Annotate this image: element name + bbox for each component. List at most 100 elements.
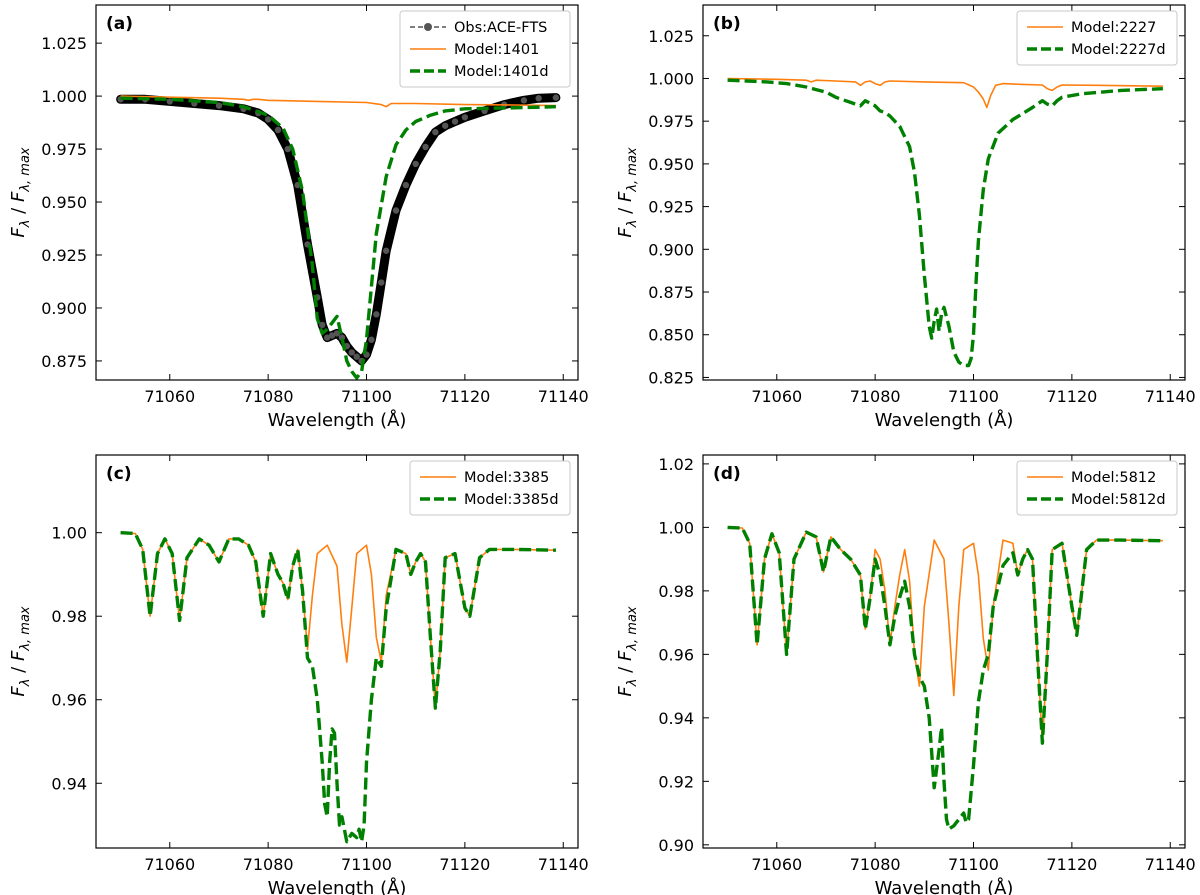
chart-panel-1: 71060 71080 71100 71120 71140 0.825 0.850 0.875… <box>615 4 1196 431</box>
y-tick-label: 1.025 <box>41 34 87 53</box>
obs-data-point <box>274 126 282 134</box>
obs-series-band <box>116 93 561 366</box>
x-tick-label: 71060 <box>751 855 802 874</box>
x-axis-label: Wavelength (Å) <box>268 877 407 895</box>
obs-data-point <box>348 349 355 356</box>
x-tick-label: 71120 <box>439 387 490 406</box>
series-line-1 <box>120 531 556 844</box>
obs-data-point <box>520 97 528 104</box>
y-tick-label: 1.000 <box>648 69 694 88</box>
y-tick-label: 0.825 <box>648 368 694 387</box>
plot-area <box>727 77 1163 368</box>
legend-entry-label: Model:2227 <box>1071 20 1156 36</box>
y-tick-label: 0.900 <box>648 240 694 259</box>
x-tick-label: 71100 <box>341 855 392 874</box>
legend-entry-label: Model:1401d <box>454 64 549 80</box>
x-axis-label: Wavelength (Å) <box>268 409 407 431</box>
obs-data-point <box>264 116 272 123</box>
obs-data-point <box>552 94 560 101</box>
legend-box <box>1016 10 1178 66</box>
series-line-0 <box>727 77 1163 109</box>
y-tick-label: 0.875 <box>41 352 87 371</box>
plot-frame <box>95 4 579 381</box>
x-tick-label: 71120 <box>439 855 490 874</box>
obs-data-point <box>319 321 326 329</box>
y-tick-label: 0.975 <box>41 140 87 159</box>
panel-label: (d) <box>713 464 741 484</box>
y-tick-label: 0.925 <box>648 198 694 217</box>
x-tick-label: 71100 <box>948 387 999 406</box>
obs-data-point <box>392 207 400 214</box>
y-tick-label: 0.925 <box>41 246 87 265</box>
obs-data-point <box>333 330 341 337</box>
y-tick-label: 0.94 <box>51 774 87 793</box>
y-tick-label: 0.98 <box>658 582 694 601</box>
y-axis-label: Fλ​ / Fλ, max​ <box>615 606 640 697</box>
legend-swatch-marker <box>424 23 432 31</box>
y-tick-label: 0.96 <box>658 645 694 664</box>
x-axis-label: Wavelength (Å) <box>875 877 1014 895</box>
legend-entry-label: Obs:ACE-FTS <box>454 20 547 36</box>
obs-data-point <box>323 334 331 341</box>
plot-frame <box>702 454 1186 849</box>
y-tick-label: 0.875 <box>648 283 694 302</box>
y-tick-label: 1.00 <box>51 524 87 543</box>
obs-data-point <box>461 114 469 121</box>
x-axis-label: Wavelength (Å) <box>875 409 1014 431</box>
y-tick-label: 0.950 <box>648 155 694 174</box>
legend-entry-label: Model:5812d <box>1071 492 1166 508</box>
y-tick-label: 0.90 <box>658 836 694 855</box>
series-line-2 <box>120 96 556 380</box>
chart-panel-3: 71060 71080 71100 71120 71140 0.90 0.92 0.94 0.9… <box>615 454 1196 895</box>
y-axis-label: Fλ​ / Fλ, max​ <box>8 606 33 697</box>
obs-data-point <box>412 160 419 168</box>
y-tick-label: 0.94 <box>658 709 694 728</box>
x-tick-label: 71080 <box>850 855 901 874</box>
plot-area <box>116 93 561 380</box>
legend: Obs:ACE-FTS Model:1401 Model:1401d <box>399 10 571 88</box>
legend-entry-label: Model:1401 <box>454 42 539 58</box>
x-tick-label: 71060 <box>144 387 195 406</box>
x-tick-label: 71100 <box>948 855 999 874</box>
panel-label: (b) <box>713 14 741 34</box>
chart-panel-2: 71060 71080 71100 71120 71140 0.94 0.96 0.98 1.0… <box>8 454 589 895</box>
plot-area <box>727 525 1163 831</box>
x-tick-label: 71060 <box>144 855 195 874</box>
obs-data-point <box>442 122 449 129</box>
y-tick-label: 0.98 <box>51 607 87 626</box>
obs-data-point <box>382 247 390 254</box>
chart-panel-0: 71060 71080 71100 71120 71140 0.875 0.900 0.925… <box>8 4 589 431</box>
obs-data-point <box>353 353 360 360</box>
legend-box <box>399 10 571 88</box>
series-line-1 <box>120 95 556 108</box>
series-line-1 <box>727 525 1163 831</box>
y-tick-label: 1.000 <box>41 87 87 106</box>
legend-entry-label: Model:3385d <box>464 492 559 508</box>
x-tick-label: 71140 <box>1145 387 1196 406</box>
obs-data-point <box>432 128 439 136</box>
legend-box <box>409 460 571 516</box>
x-tick-label: 71060 <box>751 387 802 406</box>
y-tick-label: 0.975 <box>648 112 694 131</box>
x-tick-label: 71080 <box>850 387 901 406</box>
obs-data-point <box>402 181 410 189</box>
panel-label: (c) <box>106 464 132 484</box>
y-tick-label: 1.025 <box>648 27 694 46</box>
y-tick-label: 0.850 <box>648 326 694 345</box>
x-tick-label: 71140 <box>538 855 589 874</box>
y-tick-label: 1.00 <box>658 518 694 537</box>
legend-box <box>1016 460 1178 516</box>
legend-entry-label: Model:3385 <box>464 470 549 486</box>
plot-frame <box>95 454 579 849</box>
obs-data-point <box>166 98 173 105</box>
obs-data-point <box>328 332 336 339</box>
legend: Model:5812 Model:5812d <box>1016 460 1178 516</box>
y-tick-label: 0.900 <box>41 299 87 318</box>
x-tick-label: 71140 <box>1145 855 1196 874</box>
y-tick-label: 0.950 <box>41 193 87 212</box>
obs-data-point <box>378 279 385 286</box>
legend-entry-label: Model:5812 <box>1071 470 1156 486</box>
series-line-1 <box>727 78 1163 368</box>
y-tick-label: 0.96 <box>51 691 87 710</box>
